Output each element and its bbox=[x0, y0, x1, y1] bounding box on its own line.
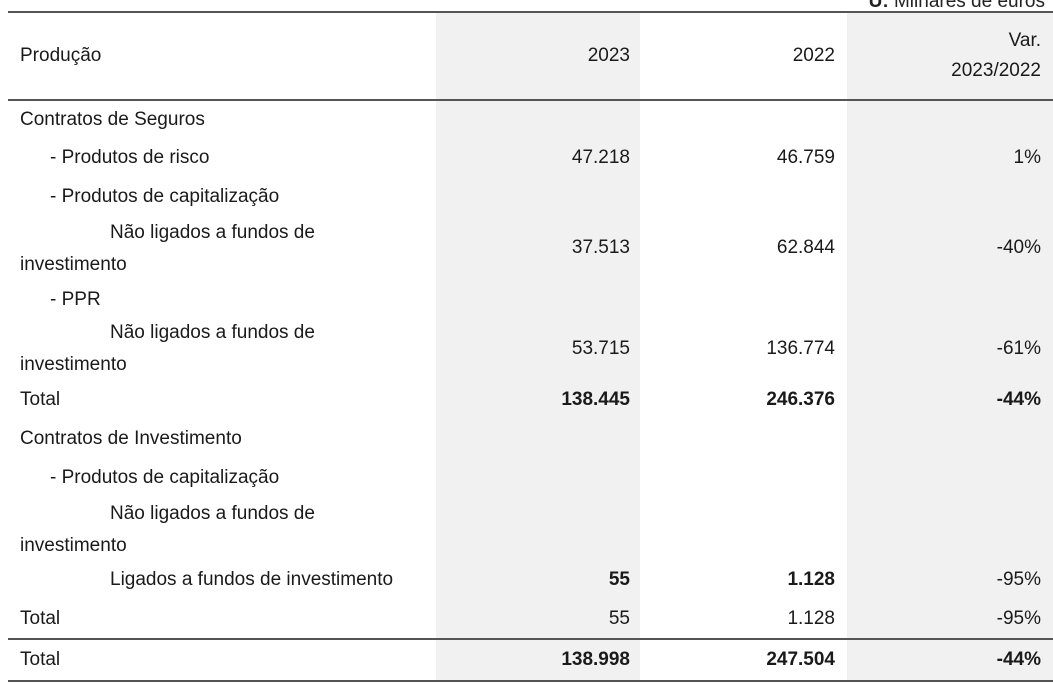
row-label: Ligados a fundos de investimento bbox=[110, 569, 394, 590]
header-var-line1: Var. bbox=[1008, 30, 1041, 51]
value-2023: 138.445 bbox=[561, 389, 630, 410]
row-label-line1: Não ligados a fundos de bbox=[110, 322, 315, 343]
section-label: Contratos de Seguros bbox=[20, 109, 205, 130]
row-label: - Produtos de capitalização bbox=[50, 186, 280, 207]
row-label: Total bbox=[20, 389, 61, 410]
header-rule bbox=[8, 99, 1053, 101]
value-var: -95% bbox=[996, 569, 1041, 590]
value-2023: 138.998 bbox=[561, 649, 630, 670]
value-2022: 247.504 bbox=[766, 649, 835, 670]
row-label: - Produtos de capitalização bbox=[50, 467, 280, 488]
unit-text: Milhares de euros bbox=[888, 0, 1045, 12]
value-var: -44% bbox=[996, 649, 1041, 670]
row-label: Total bbox=[20, 608, 61, 629]
row-label-line1: Não ligados a fundos de bbox=[110, 222, 315, 243]
row-label-line2: investimento bbox=[20, 254, 127, 275]
column-shade-var bbox=[847, 13, 1053, 682]
header-producao: Produção bbox=[20, 45, 102, 66]
value-2023: 47.218 bbox=[571, 147, 630, 168]
value-2023: 55 bbox=[608, 608, 630, 629]
bottom-rule bbox=[8, 680, 1053, 682]
column-shade-2023 bbox=[436, 13, 640, 682]
row-label-line1: Não ligados a fundos de bbox=[110, 503, 315, 524]
unit-note: U: Milhares de euros bbox=[869, 0, 1045, 13]
value-var: -40% bbox=[996, 237, 1041, 258]
value-2022: 1.128 bbox=[787, 608, 835, 629]
grand-total-rule bbox=[8, 638, 1053, 640]
value-2023: 37.513 bbox=[571, 237, 630, 258]
value-var: -61% bbox=[996, 338, 1041, 359]
header-var-line2: 2023/2022 bbox=[951, 60, 1041, 81]
value-2022: 136.774 bbox=[766, 338, 835, 359]
section-label: Contratos de Investimento bbox=[20, 428, 242, 449]
value-2022: 246.376 bbox=[766, 389, 835, 410]
header-2023: 2023 bbox=[587, 45, 630, 66]
row-label-line2: investimento bbox=[20, 535, 127, 556]
row-label: - Produtos de risco bbox=[50, 147, 210, 168]
value-var: 1% bbox=[1013, 147, 1041, 168]
header-2022: 2022 bbox=[792, 45, 835, 66]
value-2023: 55 bbox=[608, 569, 630, 590]
row-label-line2: investimento bbox=[20, 354, 127, 375]
value-2023: 53.715 bbox=[571, 338, 630, 359]
value-var: -95% bbox=[996, 608, 1041, 629]
value-2022: 46.759 bbox=[776, 147, 835, 168]
row-label: - PPR bbox=[50, 289, 101, 310]
row-label: Total bbox=[20, 649, 61, 670]
value-var: -44% bbox=[996, 389, 1041, 410]
unit-prefix: U: bbox=[868, 0, 889, 12]
value-2022: 1.128 bbox=[787, 569, 835, 590]
value-2022: 62.844 bbox=[776, 237, 835, 258]
top-rule bbox=[8, 11, 1053, 13]
